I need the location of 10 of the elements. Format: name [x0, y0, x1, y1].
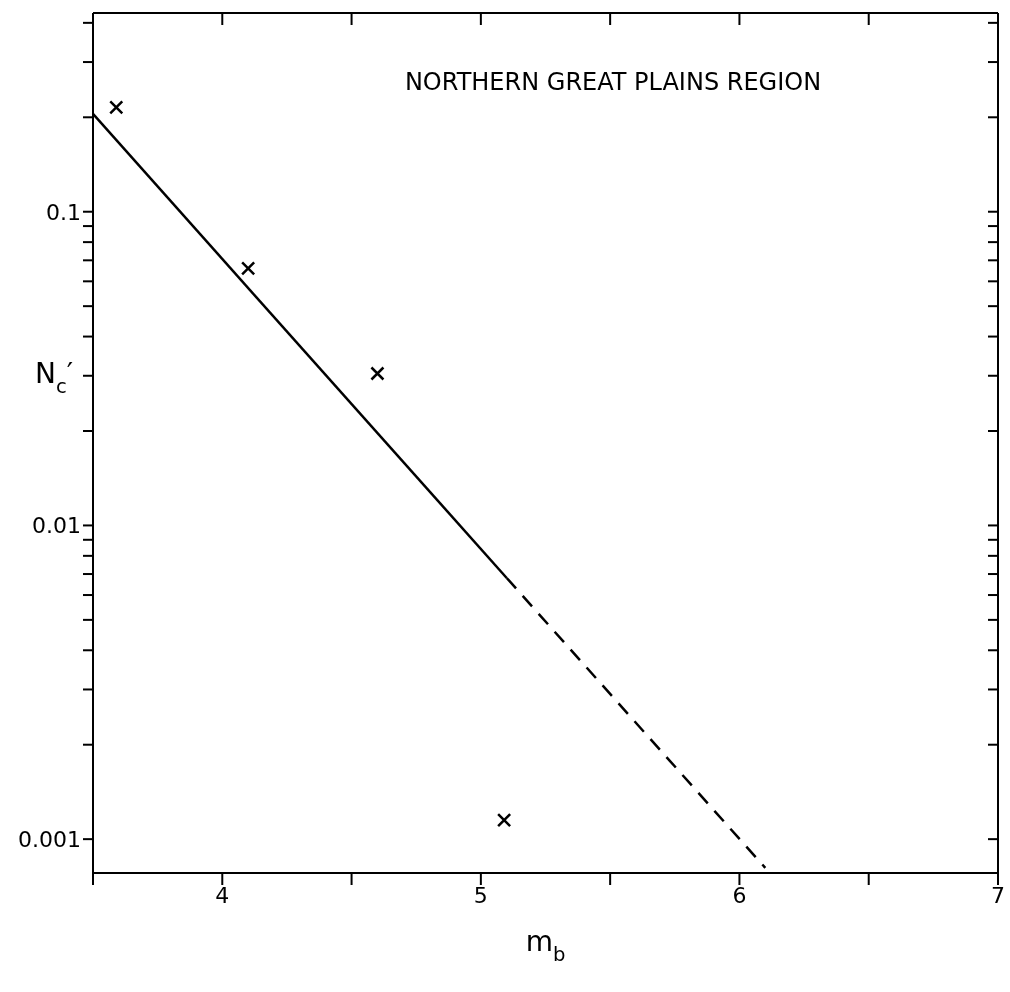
x-tick-label: 5	[473, 882, 488, 908]
y-axis-title: N$_{c}$′	[35, 356, 74, 398]
x-tick-label: 4	[215, 882, 230, 908]
x-tick-label: 7	[991, 882, 1005, 908]
x-axis-title: m$_{b}$	[525, 925, 566, 966]
x-tick-label: 6	[732, 882, 747, 908]
annotation: NORTHERN GREAT PLAINS REGION	[404, 68, 822, 96]
y-tick-label: 0.001	[18, 826, 81, 852]
y-tick-label: 0.01	[32, 513, 81, 539]
y-tick-label: 0.1	[46, 199, 81, 225]
